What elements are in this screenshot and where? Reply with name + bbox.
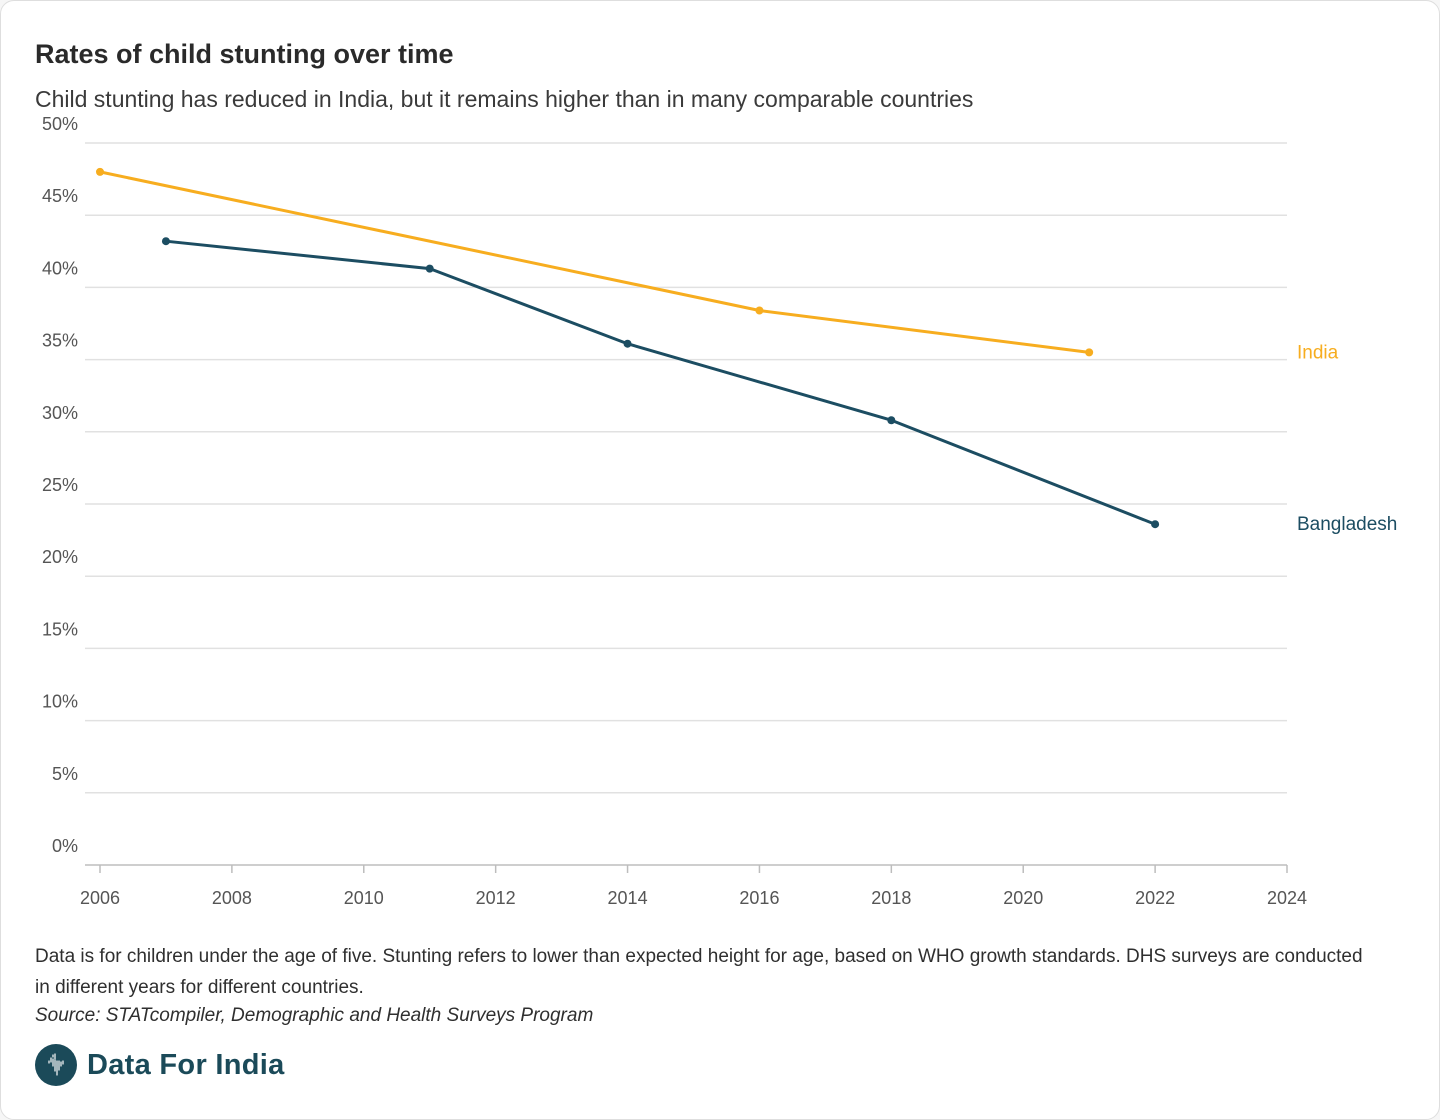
y-tick-label: 40% [42,258,78,278]
y-tick-label: 5% [52,764,78,784]
data-point [623,339,632,348]
x-tick-label: 2010 [344,888,384,908]
x-tick-label: 2006 [80,888,120,908]
x-tick-label: 2020 [1003,888,1043,908]
line-chart: 0% 5% 10% 15% 20% 25% 30% 35% 40% 45% 50% 2006 2008 2… [42,114,1397,908]
x-tick-label: 2024 [1267,888,1307,908]
y-tick-label: 10% [42,692,78,712]
chart-subtitle: Child stunting has reduced in India, but… [35,86,974,112]
india-map-icon [35,1044,77,1086]
series-label-bangladesh: Bangladesh [1297,514,1397,535]
source-note: Source: STATcompiler, Demographic and He… [35,1005,594,1026]
chart-title: Rates of child stunting over time [35,39,454,69]
y-tick-label: 35% [42,331,78,351]
data-point [96,167,104,176]
x-tick-label: 2016 [739,888,779,908]
x-tick-label: 2012 [476,888,516,908]
data-point [1085,348,1094,357]
x-tick-label: 2022 [1135,888,1175,908]
data-point [161,237,170,246]
x-tick-label: 2018 [871,888,911,908]
data-point [1151,520,1160,529]
series-line-bangladesh [164,239,1157,526]
x-tick-label: 2008 [212,888,252,908]
x-tick-label: 2014 [608,888,648,908]
y-tick-label: 50% [42,114,78,134]
y-tick-label: 45% [42,186,78,206]
data-point [425,264,434,273]
y-tick-label: 0% [52,836,78,856]
y-tick-label: 20% [42,547,78,567]
brand-logo: Data For India [35,1044,285,1086]
series-label-india: India [1297,342,1339,363]
footnote: Data is for children under the age of fi… [35,946,1363,998]
y-tick-label: 25% [42,475,78,495]
data-point [755,306,764,315]
data-point [887,416,896,425]
y-tick-label: 15% [42,619,78,639]
y-tick-label: 30% [42,403,78,423]
brand-name: Data For India [87,1048,285,1081]
series-line-india [98,170,1091,354]
